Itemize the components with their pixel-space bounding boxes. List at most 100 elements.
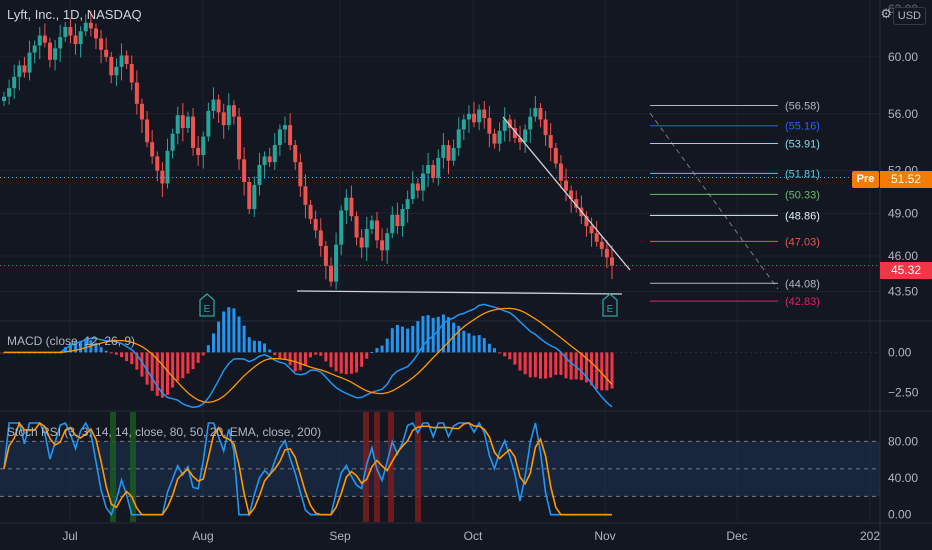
candle-body: [436, 157, 441, 178]
candle-body: [599, 241, 604, 249]
candle-body: [252, 184, 257, 210]
macd-histogram-bar: [605, 352, 609, 391]
premarket-price-tag: 51.52: [880, 171, 932, 188]
macd-histogram-bar: [252, 340, 256, 353]
resistance-trendline: [502, 116, 631, 271]
macd-histogram-bar: [191, 352, 195, 370]
earnings-marker-shape: [602, 293, 618, 317]
macd-histogram-bar: [247, 337, 251, 353]
macd-histogram-bar: [84, 339, 88, 353]
macd-histogram-bar: [160, 352, 164, 398]
macd-histogram-bar: [385, 338, 389, 353]
macd-histogram-bar: [217, 321, 221, 353]
macd-histogram-bar: [63, 347, 67, 353]
candle-body: [482, 109, 487, 119]
x-tick-label: Nov: [594, 529, 615, 543]
fib-level-label: (42.83): [785, 296, 820, 308]
candle-body: [569, 190, 574, 200]
candle-body: [349, 197, 354, 217]
macd-histogram-bar: [462, 330, 466, 353]
candle-body: [12, 76, 17, 89]
macd-histogram-bar: [222, 311, 226, 353]
macd-signal-line: [4, 307, 613, 404]
candle-body: [558, 163, 563, 181]
macd-histogram-bar: [94, 342, 98, 353]
candle-body: [451, 147, 456, 161]
x-tick-label: Sep: [329, 529, 351, 543]
macd-histogram-bar: [375, 348, 379, 353]
candle-body: [431, 164, 436, 178]
candle-body: [400, 209, 405, 227]
candle-body: [32, 45, 37, 53]
x-tick-label: Oct: [464, 529, 483, 543]
candle-body: [477, 109, 482, 123]
macd-histogram-bar: [390, 328, 394, 353]
candle-body: [37, 35, 42, 46]
macd-histogram-bar: [303, 352, 307, 366]
macd-histogram-bar: [237, 316, 241, 353]
stoch-signal-column: [110, 412, 116, 522]
candle-body: [339, 210, 344, 245]
candle-body: [247, 182, 252, 210]
macd-histogram-bar: [150, 352, 154, 391]
macd-histogram-bar: [513, 352, 517, 365]
candle-body: [17, 65, 22, 77]
candle-body: [584, 216, 589, 227]
candle-body: [99, 38, 104, 50]
candle-body: [242, 159, 247, 183]
x-tick-label: 202: [860, 529, 880, 543]
candle-body: [2, 96, 6, 101]
earnings-marker: E: [602, 293, 618, 317]
fib-level-label: (48.86): [785, 210, 820, 222]
macd-histogram-bar: [114, 352, 118, 355]
candle-body: [610, 257, 614, 266]
stoch-y-tick-label: 0.00: [888, 508, 912, 522]
macd-histogram-bar: [109, 352, 113, 354]
candle-body: [109, 56, 114, 76]
candle-body: [42, 35, 47, 43]
macd-histogram-bar: [467, 333, 471, 353]
candle-body: [47, 42, 52, 60]
macd-histogram-bar: [610, 352, 614, 389]
candle-body: [206, 110, 211, 137]
macd-histogram-bar: [263, 343, 267, 353]
macd-histogram-bar: [130, 352, 134, 365]
fib-level-label: (53.91): [785, 139, 820, 151]
macd-histogram-bar: [498, 352, 502, 354]
macd-histogram-bar: [401, 326, 405, 353]
candle-body: [308, 204, 313, 220]
macd-histogram-bar: [528, 352, 532, 378]
candle-body: [216, 99, 221, 113]
candle-body: [53, 48, 58, 60]
candle-body: [175, 115, 180, 134]
macd-histogram-bar: [268, 349, 272, 353]
candle-body: [145, 119, 150, 143]
candle-body: [334, 244, 339, 282]
candle-body: [58, 36, 63, 49]
candle-body: [237, 116, 242, 160]
macd-histogram-bar: [411, 325, 415, 353]
candle-body: [533, 108, 538, 117]
candle-body: [589, 226, 594, 234]
settings-gear-icon[interactable]: ⚙: [880, 6, 892, 21]
stoch-signal-column: [388, 412, 394, 522]
macd-histogram-bar: [600, 352, 604, 391]
macd-line: [4, 303, 613, 409]
candle-body: [303, 186, 308, 205]
macd-histogram-bar: [447, 317, 451, 353]
stoch-signal-column: [415, 412, 421, 522]
stoch-signal-column: [130, 412, 136, 522]
candle-body: [420, 173, 425, 191]
candle-body: [211, 99, 216, 111]
candle-body: [492, 133, 497, 144]
candle-body: [594, 233, 599, 242]
premarket-badge: Pre: [852, 171, 879, 188]
candle-body: [129, 64, 134, 83]
macd-histogram-bar: [421, 316, 425, 353]
candle-body: [518, 137, 523, 143]
currency-button[interactable]: USD: [892, 7, 926, 25]
candle-body: [487, 118, 492, 134]
candle-body: [472, 113, 477, 123]
fib-level-label: (56.58): [785, 101, 820, 113]
